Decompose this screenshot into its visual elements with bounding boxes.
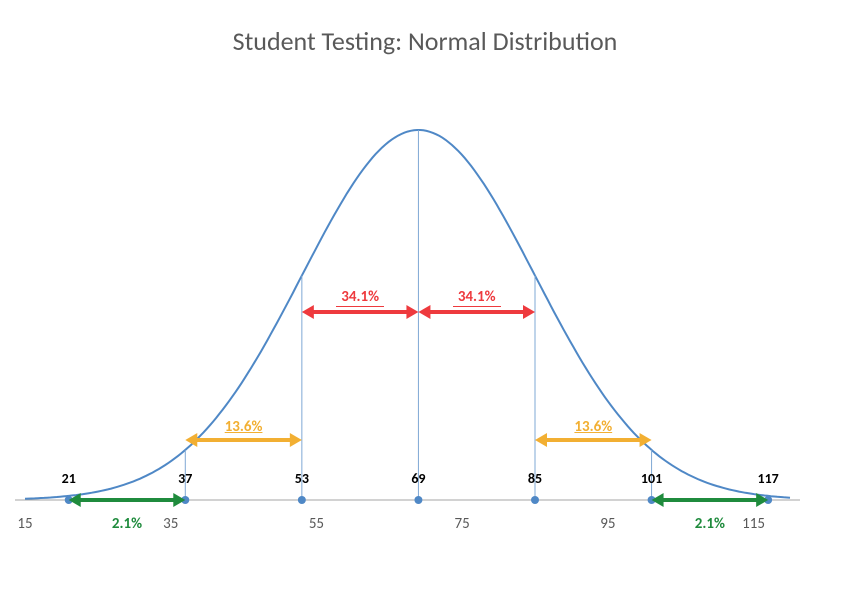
percent-label: 34.1% <box>341 288 379 306</box>
axis-tick-label: 55 <box>309 515 324 533</box>
percent-label: 13.6% <box>574 418 612 436</box>
percent-label: 13.6% <box>225 418 263 436</box>
sd-value-label: 69 <box>411 470 425 487</box>
sd-value-label: 101 <box>641 470 662 487</box>
axis-tick-label: 95 <box>600 515 615 533</box>
axis-tick-label: 75 <box>455 515 470 533</box>
axis-tick-label: 115 <box>742 515 765 533</box>
percent-label: 2.1% <box>112 515 142 533</box>
percent-label: 34.1% <box>458 288 496 306</box>
percent-underline <box>453 306 501 307</box>
sd-value-label: 85 <box>528 470 542 487</box>
sd-value-label: 37 <box>178 470 192 487</box>
percent-underline <box>336 306 384 307</box>
axis-tick-label: 15 <box>17 515 32 533</box>
percent-label: 2.1% <box>695 515 725 533</box>
sd-value-label: 21 <box>62 470 76 487</box>
sd-value-label: 53 <box>295 470 309 487</box>
sd-value-label: 117 <box>757 470 778 487</box>
axis-tick-label: 35 <box>163 515 178 533</box>
distribution-chart <box>0 0 850 599</box>
